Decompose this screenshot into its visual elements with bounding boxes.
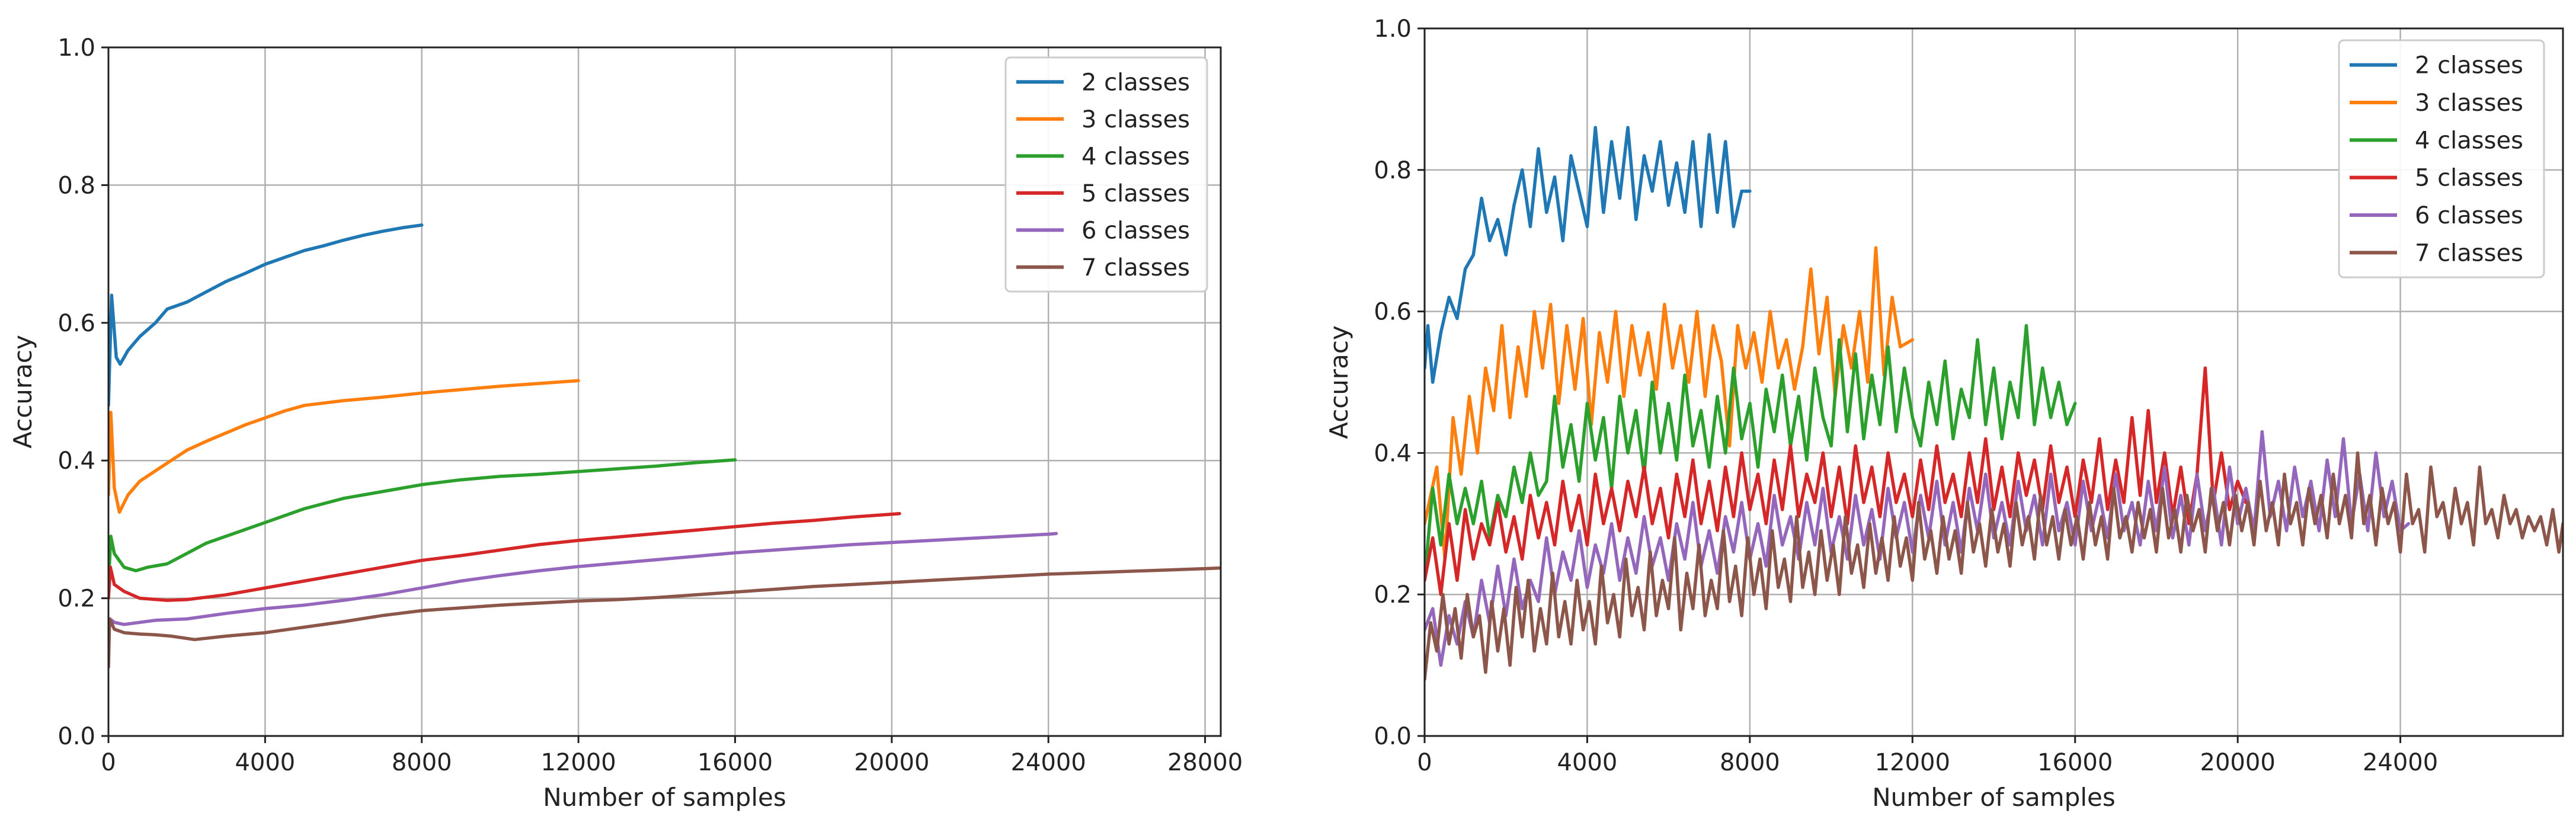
y-axis-label: Accuracy: [1324, 325, 1353, 439]
legend-box: [2338, 39, 2545, 279]
series-line-5-classes: [1425, 366, 2248, 596]
x-tick-label: 28000: [1167, 749, 1243, 776]
x-axis-label: Number of samples: [543, 783, 786, 812]
y-tick-label: 0.4: [1374, 440, 1412, 467]
x-tick-label: 0: [1417, 749, 1432, 776]
y-tick-label: 0.0: [57, 723, 95, 750]
legend-box: [1004, 56, 1208, 293]
legend-label: 2 classes: [1081, 69, 1190, 96]
legend-label: 2 classes: [2415, 52, 2523, 79]
y-tick-label: 0.8: [57, 172, 95, 199]
legend-label: 7 classes: [1081, 254, 1190, 281]
x-tick-label: 16000: [697, 749, 773, 776]
legend-label: 5 classes: [2415, 165, 2523, 192]
y-tick-label: 0.2: [57, 585, 95, 613]
series-line-2-classes: [1425, 126, 1752, 384]
x-tick-label: 12000: [540, 749, 616, 776]
y-tick-label: 0.2: [1374, 581, 1412, 609]
axes-frame: [1423, 27, 2564, 737]
x-tick-label: 16000: [2037, 749, 2113, 776]
x-tick-label: 4000: [235, 749, 295, 776]
x-tick-label: 0: [101, 749, 116, 776]
legend-label: 3 classes: [1081, 106, 1190, 133]
x-tick-label: 4000: [1557, 749, 1618, 776]
y-axis-label: Accuracy: [8, 335, 37, 449]
y-tick-label: 0.8: [1374, 157, 1412, 184]
x-tick-label: 24000: [2363, 749, 2438, 776]
axes-frame: [107, 46, 1222, 737]
left-accuracy-chart: 0 4000 8000 12000 16000 20000 24000 28000 0.0 0.2…: [8, 34, 1243, 812]
series-line-7-classes: [108, 566, 1221, 669]
y-tick-label: 0.6: [57, 310, 95, 337]
right-accuracy-chart: 0 4000 8000 12000 16000 20000 24000 0.0 0.2 0.4 0.…: [1324, 15, 2564, 812]
series-line-2-classes: [108, 223, 424, 407]
legend-label: 7 classes: [2415, 239, 2523, 267]
x-tick-label: 8000: [1720, 749, 1780, 776]
series-line-5-classes: [108, 511, 901, 602]
series-group: [1425, 126, 2563, 681]
legend: 2 classes 3 classes 4 classes 5 classes 6 cl…: [1004, 56, 1208, 293]
series-line-4-classes: [1425, 324, 2077, 582]
y-tick-label: 1.0: [1374, 15, 1412, 43]
series-line-3-classes: [1425, 246, 1915, 561]
series-line-6-classes: [108, 532, 1058, 631]
legend-label: 5 classes: [1081, 180, 1190, 207]
y-tick-label: 1.0: [57, 34, 95, 62]
x-tick-label: 20000: [854, 749, 929, 776]
legend-label: 4 classes: [1081, 143, 1190, 170]
x-tick-label: 20000: [2200, 749, 2276, 776]
series-line-7-classes: [1425, 451, 2563, 681]
y-tick-label: 0.6: [1374, 299, 1412, 326]
x-tick-label: 8000: [392, 749, 452, 776]
y-tick-label: 0.0: [1374, 723, 1412, 750]
series-line-4-classes: [108, 458, 737, 587]
legend: 2 classes 3 classes 4 classes 5 classes 6 cl…: [2338, 39, 2545, 279]
legend-label: 6 classes: [2415, 202, 2523, 229]
x-tick-label: 24000: [1011, 749, 1086, 776]
series-line-3-classes: [108, 379, 580, 514]
legend-label: 4 classes: [2415, 127, 2523, 154]
series-group: [108, 223, 1221, 669]
x-tick-label: 12000: [1875, 749, 1950, 776]
x-axis-label: Number of samples: [1872, 783, 2115, 812]
legend-label: 3 classes: [2415, 89, 2523, 117]
y-tick-label: 0.4: [57, 447, 95, 475]
legend-label: 6 classes: [1081, 217, 1190, 244]
